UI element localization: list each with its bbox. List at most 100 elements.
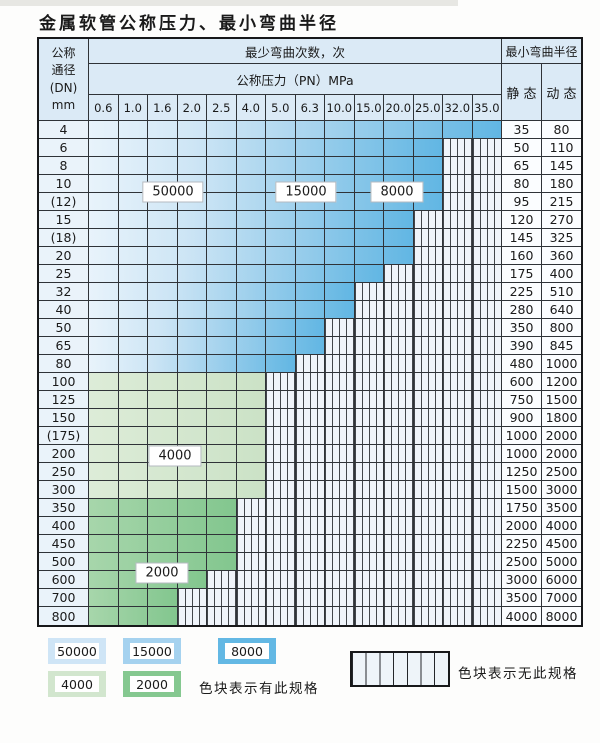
pressure-cell bbox=[207, 211, 237, 229]
static-radius-cell: 145 bbox=[502, 229, 542, 247]
static-radius-cell: 4000 bbox=[502, 607, 542, 625]
pressure-cell-no-spec bbox=[384, 427, 414, 445]
pressure-cell bbox=[384, 229, 414, 247]
pressure-cell-no-spec bbox=[443, 265, 473, 283]
pressure-cell bbox=[236, 121, 266, 139]
pressure-cell bbox=[207, 445, 237, 463]
legend-swatch-label: 2000 bbox=[130, 676, 174, 692]
pressure-cell-no-spec bbox=[295, 571, 325, 589]
pressure-cell bbox=[384, 139, 414, 157]
pressure-cell-no-spec bbox=[443, 517, 473, 535]
dynamic-radius-cell: 2000 bbox=[542, 427, 581, 445]
dynamic-radius-cell: 145 bbox=[542, 157, 581, 175]
pressure-cell bbox=[207, 229, 237, 247]
static-radius-cell: 95 bbox=[502, 193, 542, 211]
page-title: 金属软管公称压力、最小弯曲半径 bbox=[39, 14, 339, 34]
pressure-cell bbox=[384, 157, 414, 175]
pressure-cell-no-spec bbox=[207, 589, 237, 607]
pressure-cell bbox=[118, 463, 148, 481]
static-radius-cell: 2250 bbox=[502, 535, 542, 553]
pressure-cell bbox=[236, 337, 266, 355]
table-row: 150 900 1800 bbox=[39, 409, 581, 427]
pressure-cell bbox=[118, 553, 148, 571]
pressure-cell-no-spec bbox=[472, 139, 502, 157]
table-row: 250 1250 2500 bbox=[39, 463, 581, 481]
pressure-cell-no-spec bbox=[354, 301, 384, 319]
pressure-cell bbox=[177, 391, 207, 409]
dn-cell: 700 bbox=[39, 589, 89, 607]
pressure-cell-no-spec bbox=[236, 499, 266, 517]
pressure-column-header-cell: 1.6 bbox=[148, 95, 178, 121]
pressure-cell bbox=[89, 229, 119, 247]
pressure-cell bbox=[266, 355, 296, 373]
dn-cell: 125 bbox=[39, 391, 89, 409]
pressure-cell-no-spec bbox=[413, 211, 443, 229]
dynamic-radius-cell: 1800 bbox=[542, 409, 581, 427]
pressure-cell-no-spec bbox=[443, 355, 473, 373]
pressure-cell bbox=[89, 481, 119, 499]
table-body: 4 35 80 6 50 110 8 65 145 10 80 180 (12) 95 215 15 120 27… bbox=[39, 121, 581, 625]
pressure-cell-no-spec bbox=[266, 517, 296, 535]
pressure-cell bbox=[118, 139, 148, 157]
pressure-cell-no-spec bbox=[384, 517, 414, 535]
dn-header-line: 通径 bbox=[51, 63, 76, 78]
pressure-cell-no-spec bbox=[413, 301, 443, 319]
pressure-cell-no-spec bbox=[295, 481, 325, 499]
pressure-cell bbox=[118, 301, 148, 319]
pressure-cell-no-spec bbox=[413, 517, 443, 535]
pressure-cell bbox=[354, 265, 384, 283]
spec-available-band bbox=[89, 157, 443, 175]
pressure-cell bbox=[207, 355, 237, 373]
pressure-cell-no-spec bbox=[384, 409, 414, 427]
pressure-cell bbox=[266, 247, 296, 265]
table-row: 80 480 1000 bbox=[39, 355, 581, 373]
table-header: 公称 通径 (DN) mm 最少弯曲次数，次 最小弯曲半径 公称压力（PN）MPa 静… bbox=[39, 39, 581, 121]
pressure-cell-no-spec bbox=[325, 463, 355, 481]
pressure-cell-no-spec bbox=[354, 481, 384, 499]
dn-header-line: mm bbox=[51, 97, 76, 112]
pressure-cell-no-spec bbox=[354, 283, 384, 301]
pressure-cell-no-spec bbox=[295, 535, 325, 553]
dynamic-radius-cell: 640 bbox=[542, 301, 581, 319]
spec-available-band bbox=[89, 409, 266, 427]
dynamic-radius-cell: 8000 bbox=[542, 607, 581, 625]
dynamic-radius-cell: 110 bbox=[542, 139, 581, 157]
pressure-cell-no-spec bbox=[325, 319, 355, 337]
pressure-cell bbox=[266, 283, 296, 301]
no-spec-swatch bbox=[350, 651, 450, 687]
pressure-cell bbox=[295, 157, 325, 175]
pressure-cell-no-spec bbox=[413, 445, 443, 463]
dn-cell: 40 bbox=[39, 301, 89, 319]
pressure-cell bbox=[118, 373, 148, 391]
pressure-cell bbox=[266, 229, 296, 247]
dynamic-radius-cell: 2000 bbox=[542, 445, 581, 463]
pressure-cell bbox=[236, 409, 266, 427]
dn-cell: 15 bbox=[39, 211, 89, 229]
dn-cell: 450 bbox=[39, 535, 89, 553]
pressure-cell bbox=[89, 301, 119, 319]
pressure-column-header-cell: 0.6 bbox=[89, 95, 119, 121]
pressure-cell-no-spec bbox=[266, 499, 296, 517]
pressure-cell bbox=[325, 157, 355, 175]
pressure-column-header-cell: 35.0 bbox=[472, 95, 502, 121]
pressure-cell-no-spec bbox=[266, 589, 296, 607]
pressure-cell-no-spec bbox=[472, 265, 502, 283]
pressure-cell bbox=[413, 139, 443, 157]
pressure-cell bbox=[148, 283, 178, 301]
pressure-cell bbox=[89, 211, 119, 229]
spec-available-band bbox=[89, 535, 237, 553]
cycle-count-label: 50000 bbox=[142, 181, 204, 203]
dn-cell: 200 bbox=[39, 445, 89, 463]
cycle-count-label: 15000 bbox=[275, 181, 337, 203]
pressure-cell bbox=[177, 571, 207, 589]
pressure-cell-no-spec bbox=[295, 553, 325, 571]
pressure-cell-no-spec bbox=[443, 373, 473, 391]
spec-available-band bbox=[89, 499, 237, 517]
pressure-cell bbox=[472, 121, 502, 139]
pressure-cell bbox=[148, 247, 178, 265]
pressure-cell-no-spec bbox=[413, 607, 443, 625]
pressure-cell bbox=[236, 481, 266, 499]
static-radius-cell: 120 bbox=[502, 211, 542, 229]
table-row: 700 3500 7000 bbox=[39, 589, 581, 607]
table-row: 20 160 360 bbox=[39, 247, 581, 265]
